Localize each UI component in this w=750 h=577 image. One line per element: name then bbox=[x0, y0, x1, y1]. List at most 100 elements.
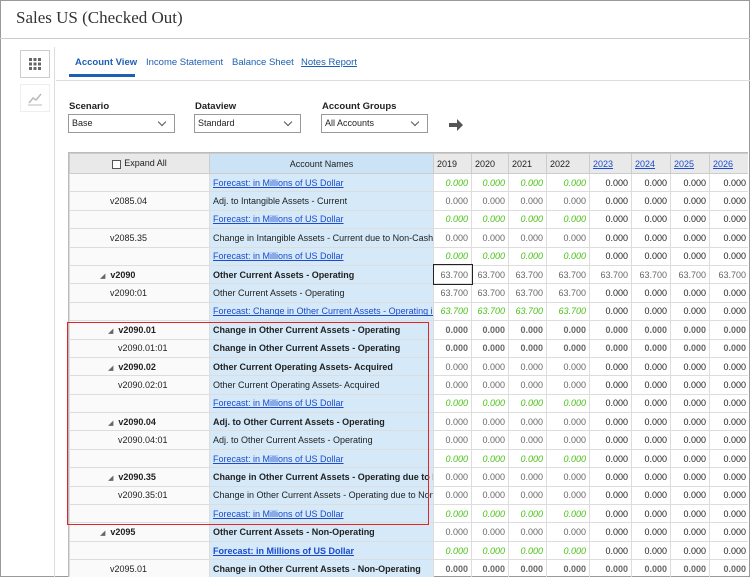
value-cell[interactable]: 0.000 bbox=[433, 540, 472, 561]
value-cell[interactable]: 0.000 bbox=[709, 430, 748, 450]
value-cell[interactable]: 0.000 bbox=[433, 504, 472, 524]
value-cell[interactable]: 0.000 bbox=[471, 320, 509, 340]
value-cell[interactable]: 0.000 bbox=[508, 246, 547, 266]
tab[interactable]: Income Statement bbox=[146, 57, 224, 68]
value-cell[interactable]: 0.000 bbox=[471, 485, 509, 506]
value-cell[interactable]: 63.700 bbox=[631, 264, 671, 285]
value-cell[interactable]: 0.000 bbox=[508, 540, 547, 561]
value-cell[interactable]: 63.700 bbox=[471, 283, 509, 303]
value-cell[interactable]: 0.000 bbox=[670, 393, 710, 414]
value-cell[interactable]: 0.000 bbox=[631, 301, 671, 322]
value-cell[interactable]: 0.000 bbox=[589, 209, 632, 230]
value-cell[interactable]: 0.000 bbox=[508, 228, 547, 248]
value-cell[interactable]: 0.000 bbox=[508, 467, 547, 487]
value-cell[interactable]: 0.000 bbox=[709, 485, 748, 506]
value-cell[interactable]: 0.000 bbox=[508, 559, 547, 577]
year-header[interactable]: 2026 bbox=[709, 153, 748, 174]
value-cell[interactable]: 0.000 bbox=[471, 540, 509, 561]
dropdown[interactable]: Base bbox=[68, 114, 175, 133]
value-cell[interactable]: 0.000 bbox=[670, 375, 710, 395]
value-cell[interactable]: 0.000 bbox=[433, 246, 472, 266]
value-cell[interactable]: 0.000 bbox=[471, 375, 509, 395]
value-cell[interactable]: 0.000 bbox=[631, 448, 671, 469]
account-link[interactable]: Forecast: in Millions of US Dollar bbox=[213, 398, 344, 409]
value-cell[interactable]: 0.000 bbox=[471, 467, 509, 487]
value-cell[interactable]: 0.000 bbox=[670, 504, 710, 524]
value-cell[interactable]: 0.000 bbox=[709, 448, 748, 469]
value-cell[interactable]: 63.700 bbox=[508, 264, 547, 285]
value-cell[interactable]: 0.000 bbox=[471, 412, 509, 432]
value-cell[interactable]: 0.000 bbox=[709, 559, 748, 577]
tab[interactable]: Account View bbox=[75, 57, 138, 68]
value-cell[interactable]: 0.000 bbox=[589, 467, 632, 487]
value-cell[interactable]: 0.000 bbox=[546, 209, 590, 230]
value-cell[interactable]: 0.000 bbox=[589, 393, 632, 414]
value-cell[interactable]: 0.000 bbox=[508, 412, 547, 432]
value-cell[interactable]: 0.000 bbox=[631, 338, 671, 358]
value-cell[interactable]: 0.000 bbox=[589, 191, 632, 211]
value-cell[interactable]: 0.000 bbox=[670, 301, 710, 322]
value-cell[interactable]: 0.000 bbox=[631, 559, 671, 577]
year-header[interactable]: 2024 bbox=[631, 153, 671, 174]
value-cell[interactable]: 0.000 bbox=[709, 338, 748, 358]
expand-toggle[interactable]: ◢ bbox=[100, 530, 106, 538]
value-cell[interactable]: 0.000 bbox=[670, 356, 710, 377]
expand-toggle[interactable]: ◢ bbox=[108, 327, 114, 335]
value-cell[interactable]: 0.000 bbox=[546, 375, 590, 395]
value-cell[interactable]: 0.000 bbox=[546, 191, 590, 211]
value-cell[interactable]: 0.000 bbox=[433, 209, 472, 230]
year-header[interactable]: 2025 bbox=[670, 153, 710, 174]
value-cell[interactable]: 0.000 bbox=[546, 172, 590, 193]
value-cell[interactable]: 0.000 bbox=[631, 191, 671, 211]
value-cell[interactable]: 0.000 bbox=[631, 393, 671, 414]
value-cell[interactable]: 0.000 bbox=[631, 246, 671, 266]
dropdown[interactable]: Standard bbox=[194, 114, 301, 133]
value-cell[interactable]: 0.000 bbox=[589, 228, 632, 248]
value-cell[interactable]: 63.700 bbox=[508, 301, 547, 322]
value-cell[interactable]: 0.000 bbox=[433, 338, 472, 358]
value-cell[interactable]: 0.000 bbox=[546, 320, 590, 340]
value-cell[interactable]: 0.000 bbox=[670, 430, 710, 450]
value-cell[interactable]: 0.000 bbox=[631, 485, 671, 506]
value-cell[interactable]: 0.000 bbox=[471, 191, 509, 211]
value-cell[interactable]: 0.000 bbox=[471, 448, 509, 469]
value-cell[interactable]: 0.000 bbox=[631, 209, 671, 230]
value-cell[interactable]: 0.000 bbox=[546, 504, 590, 524]
value-cell[interactable]: 0.000 bbox=[631, 283, 671, 303]
value-cell[interactable]: 0.000 bbox=[471, 522, 509, 542]
value-cell[interactable]: 0.000 bbox=[589, 448, 632, 469]
value-cell[interactable]: 0.000 bbox=[670, 485, 710, 506]
checkbox[interactable] bbox=[112, 159, 122, 169]
expand-all-label[interactable]: Expand All bbox=[124, 158, 167, 169]
value-cell[interactable]: 0.000 bbox=[670, 522, 710, 542]
value-cell[interactable]: 0.000 bbox=[670, 209, 710, 230]
value-cell[interactable]: 0.000 bbox=[433, 191, 472, 211]
value-cell[interactable]: 0.000 bbox=[433, 522, 472, 542]
value-cell[interactable]: 0.000 bbox=[546, 559, 590, 577]
value-cell[interactable]: 63.700 bbox=[471, 301, 509, 322]
value-cell[interactable]: 0.000 bbox=[670, 412, 710, 432]
expand-toggle[interactable]: ◢ bbox=[108, 364, 114, 372]
value-cell[interactable]: 0.000 bbox=[631, 504, 671, 524]
value-cell[interactable]: 0.000 bbox=[471, 559, 509, 577]
value-cell[interactable]: 0.000 bbox=[709, 246, 748, 266]
value-cell[interactable]: 0.000 bbox=[508, 172, 547, 193]
value-cell[interactable]: 0.000 bbox=[471, 393, 509, 414]
value-cell[interactable]: 0.000 bbox=[631, 522, 671, 542]
value-cell[interactable]: 0.000 bbox=[709, 375, 748, 395]
value-cell[interactable]: 0.000 bbox=[589, 283, 632, 303]
value-cell[interactable]: 0.000 bbox=[670, 228, 710, 248]
value-cell[interactable]: 0.000 bbox=[433, 430, 472, 450]
value-cell[interactable]: 0.000 bbox=[631, 228, 671, 248]
value-cell[interactable]: 0.000 bbox=[433, 228, 472, 248]
value-cell[interactable]: 0.000 bbox=[546, 448, 590, 469]
value-cell[interactable]: 0.000 bbox=[471, 356, 509, 377]
expand-toggle[interactable]: ◢ bbox=[108, 419, 114, 427]
value-cell[interactable]: 63.700 bbox=[432, 264, 473, 285]
value-cell[interactable]: 0.000 bbox=[546, 485, 590, 506]
value-cell[interactable]: 0.000 bbox=[670, 540, 710, 561]
value-cell[interactable]: 0.000 bbox=[471, 209, 509, 230]
value-cell[interactable]: 0.000 bbox=[508, 522, 547, 542]
value-cell[interactable]: 0.000 bbox=[709, 356, 748, 377]
value-cell[interactable]: 0.000 bbox=[670, 283, 710, 303]
